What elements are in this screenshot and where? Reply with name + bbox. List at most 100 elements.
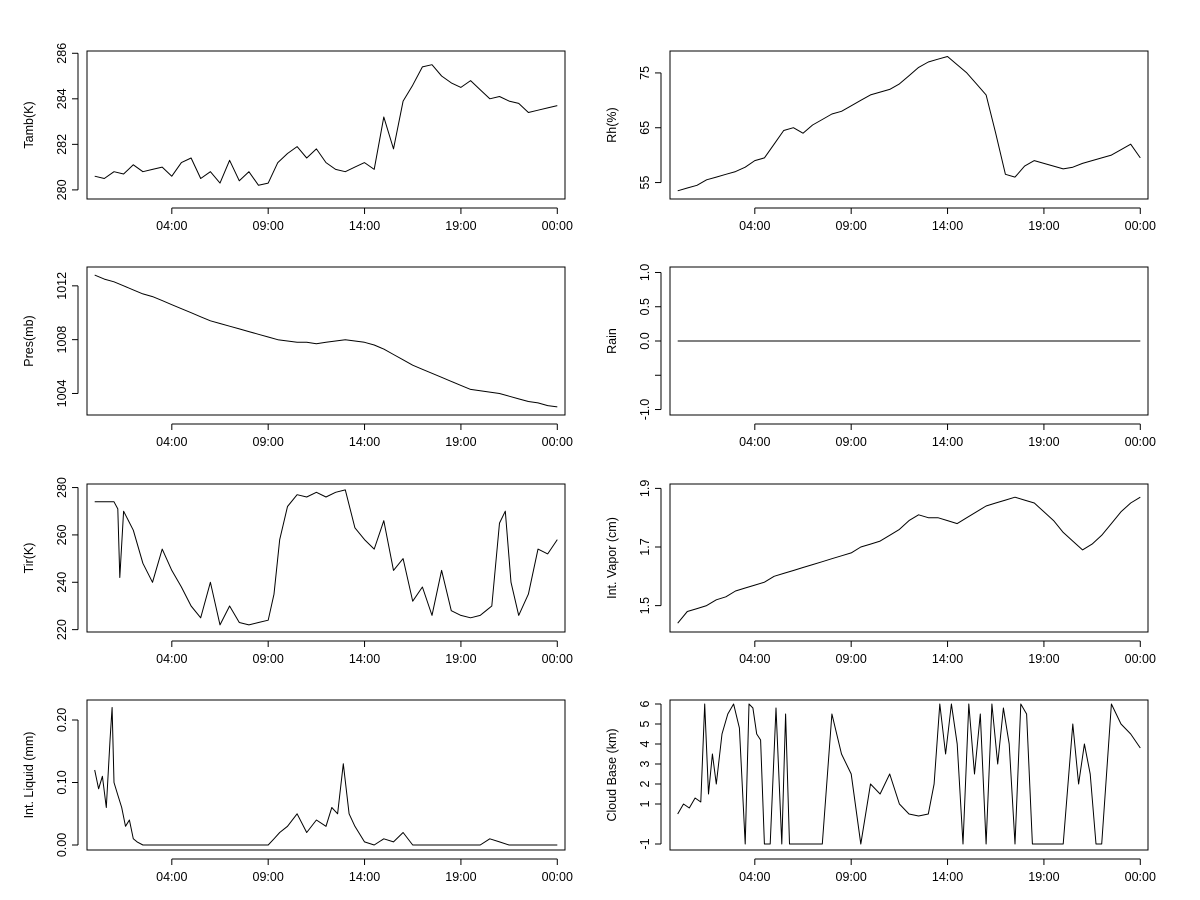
plot-frame	[86, 483, 566, 633]
y-tick-label: 240	[55, 572, 69, 593]
y-tick-label: 0.0	[638, 332, 652, 349]
y-axis-title: Int. Vapor (cm)	[605, 517, 619, 599]
x-tick-label: 04:00	[156, 870, 187, 884]
y-tick-label: 0.10	[55, 770, 69, 794]
x-tick-label: 14:00	[349, 435, 380, 449]
series-line	[677, 56, 1141, 192]
y-tick-label: -1	[638, 838, 652, 849]
x-tick-label: 19:00	[1028, 435, 1059, 449]
x-tick-label: 19:00	[445, 870, 476, 884]
panel-tamb: 04:00 09:00 14:00 19:00 00:00 280 282 284 286 Tam…	[22, 43, 573, 233]
y-tick-label: 4	[638, 740, 652, 747]
x-tick-label: 00:00	[542, 435, 573, 449]
plot-frame	[669, 50, 1149, 200]
plot-frame	[86, 50, 566, 200]
y-axis-title: Tir(K)	[22, 543, 36, 574]
x-tick-label: 14:00	[932, 435, 963, 449]
x-tick-label: 09:00	[836, 435, 867, 449]
y-axis-title: Tamb(K)	[22, 101, 36, 148]
plot-frame	[86, 699, 566, 851]
y-tick-label: 75	[638, 66, 652, 80]
y-tick-label: 1.7	[638, 538, 652, 555]
y-axis-title: Pres(mb)	[22, 315, 36, 366]
y-tick-label: 0.00	[55, 833, 69, 857]
y-tick-label: 5	[638, 720, 652, 727]
x-tick-label: 09:00	[253, 652, 284, 666]
x-tick-label: 19:00	[1028, 870, 1059, 884]
panel-rain: 04:00 09:00 14:00 19:00 00:00 -1.0 0.0 0.5 1.0 Ra…	[605, 264, 1156, 449]
y-axis-title: Cloud Base (km)	[605, 728, 619, 821]
x-tick-label: 04:00	[739, 219, 770, 233]
y-tick-label: 1.5	[638, 597, 652, 614]
y-tick-label: 280	[55, 477, 69, 498]
x-tick-label: 09:00	[253, 870, 284, 884]
x-tick-label: 00:00	[542, 652, 573, 666]
panel-cloud-base: 04:00 09:00 14:00 19:00 00:00 -1 1 2 3 4 5 6 Cloud B…	[605, 699, 1156, 884]
series-line	[94, 274, 558, 408]
x-tick-label: 19:00	[445, 652, 476, 666]
y-tick-label: 55	[638, 176, 652, 190]
x-tick-label: 09:00	[253, 219, 284, 233]
series-line	[677, 496, 1141, 624]
series-line	[94, 64, 558, 186]
x-tick-label: 00:00	[1125, 652, 1156, 666]
x-tick-label: 14:00	[349, 652, 380, 666]
x-tick-label: 04:00	[156, 652, 187, 666]
x-tick-label: 04:00	[739, 652, 770, 666]
y-axis-title: Rain	[605, 328, 619, 354]
y-axis-title: Rh(%)	[605, 107, 619, 142]
y-tick-label: 220	[55, 619, 69, 640]
y-tick-label: 3	[638, 760, 652, 767]
y-tick-label: 0.5	[638, 298, 652, 315]
x-tick-label: 19:00	[1028, 652, 1059, 666]
y-tick-label: 282	[55, 134, 69, 155]
x-tick-label: 14:00	[932, 870, 963, 884]
x-tick-label: 14:00	[349, 219, 380, 233]
y-tick-label: 1.0	[638, 264, 652, 281]
x-tick-label: 09:00	[253, 435, 284, 449]
x-tick-label: 00:00	[1125, 219, 1156, 233]
y-tick-label: 2	[638, 780, 652, 787]
y-tick-label: 65	[638, 121, 652, 135]
x-tick-label: 09:00	[836, 219, 867, 233]
y-tick-label: 1008	[55, 326, 69, 354]
y-axis-title: Int. Liquid (mm)	[22, 732, 36, 819]
y-tick-label: 1012	[55, 272, 69, 300]
x-tick-label: 19:00	[1028, 219, 1059, 233]
series-line	[94, 489, 558, 626]
plot-frame	[86, 266, 566, 416]
y-tick-label: 260	[55, 524, 69, 545]
panel-int-vapor: 04:00 09:00 14:00 19:00 00:00 1.5 1.7 1.9 Int. V…	[605, 480, 1156, 666]
y-tick-label: 1	[638, 800, 652, 807]
plot-frame	[669, 266, 1149, 416]
panel-int-liquid: 04:00 09:00 14:00 19:00 00:00 0.00 0.10 0.20 Int…	[22, 699, 573, 884]
y-tick-label: 284	[55, 88, 69, 109]
series-line	[94, 707, 558, 846]
x-tick-label: 14:00	[932, 652, 963, 666]
x-tick-label: 00:00	[1125, 870, 1156, 884]
y-tick-label: -1.0	[638, 399, 652, 421]
x-tick-label: 19:00	[445, 219, 476, 233]
x-tick-label: 14:00	[932, 219, 963, 233]
x-tick-label: 00:00	[542, 219, 573, 233]
y-tick-label: 286	[55, 43, 69, 64]
panel-pres: 04:00 09:00 14:00 19:00 00:00 1004 1008 1012 Pre…	[22, 266, 573, 449]
x-tick-label: 00:00	[542, 870, 573, 884]
y-tick-label: 6	[638, 700, 652, 707]
plot-frame	[669, 483, 1149, 633]
x-tick-label: 09:00	[836, 652, 867, 666]
panel-rh: 04:00 09:00 14:00 19:00 00:00 55 65 75 Rh(%)	[605, 50, 1156, 233]
plot-frame	[669, 699, 1149, 851]
x-tick-label: 00:00	[1125, 435, 1156, 449]
x-tick-label: 04:00	[156, 219, 187, 233]
y-tick-label: 0.20	[55, 708, 69, 732]
x-tick-label: 14:00	[349, 870, 380, 884]
x-tick-label: 09:00	[836, 870, 867, 884]
y-tick-label: 1004	[55, 380, 69, 408]
series-line	[677, 703, 1141, 845]
y-tick-label: 1.9	[638, 480, 652, 497]
y-tick-label: 280	[55, 179, 69, 200]
panel-tir: 04:00 09:00 14:00 19:00 00:00 220 240 260 280 Tir…	[22, 477, 573, 666]
x-tick-label: 04:00	[739, 435, 770, 449]
